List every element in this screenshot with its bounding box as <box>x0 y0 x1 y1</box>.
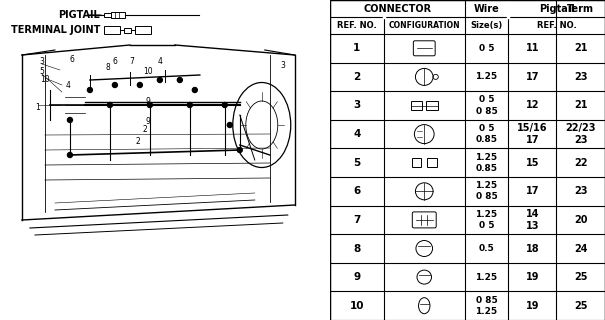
Text: 4: 4 <box>157 58 162 67</box>
Text: 2: 2 <box>136 138 140 147</box>
Text: 3: 3 <box>353 100 361 110</box>
Text: 14
13: 14 13 <box>526 209 539 231</box>
Text: 20: 20 <box>574 215 587 225</box>
Text: Wire: Wire <box>474 4 500 13</box>
Ellipse shape <box>157 77 162 83</box>
Text: 18: 18 <box>526 244 539 253</box>
Ellipse shape <box>88 87 93 92</box>
Text: 9: 9 <box>145 117 150 126</box>
Text: 8: 8 <box>353 244 361 253</box>
Text: 4: 4 <box>353 129 361 139</box>
Text: 17: 17 <box>526 72 539 82</box>
Bar <box>104 13 111 17</box>
Bar <box>427 158 437 167</box>
Ellipse shape <box>227 123 232 127</box>
Ellipse shape <box>137 83 142 87</box>
Text: 4: 4 <box>65 81 70 90</box>
Text: 0 5
0.85: 0 5 0.85 <box>476 124 497 144</box>
Bar <box>411 101 422 110</box>
Text: 25: 25 <box>574 272 587 282</box>
Text: 1: 1 <box>36 103 41 113</box>
Ellipse shape <box>177 77 182 83</box>
Text: 5: 5 <box>353 158 361 168</box>
Text: 0.5: 0.5 <box>479 244 494 253</box>
Text: 3: 3 <box>39 58 44 67</box>
Text: Pigtail: Pigtail <box>539 4 575 13</box>
Text: 1.25
0 5: 1.25 0 5 <box>476 210 498 230</box>
Bar <box>104 26 120 34</box>
Ellipse shape <box>192 87 197 92</box>
Text: CONFIGURATION: CONFIGURATION <box>388 21 460 30</box>
Text: CONNECTOR: CONNECTOR <box>363 4 431 13</box>
Text: TERMINAL JOINT: TERMINAL JOINT <box>10 25 100 35</box>
Text: 8: 8 <box>105 63 110 73</box>
Text: 24: 24 <box>574 244 587 253</box>
Text: 10: 10 <box>350 301 364 311</box>
Text: 17: 17 <box>526 186 539 196</box>
Text: Term: Term <box>567 4 594 13</box>
Text: 0 5: 0 5 <box>479 44 494 53</box>
Text: 1.25
0 85: 1.25 0 85 <box>476 181 498 201</box>
Text: 11: 11 <box>526 43 539 53</box>
Text: 2: 2 <box>353 72 361 82</box>
Text: 25: 25 <box>574 301 587 311</box>
Bar <box>427 101 438 110</box>
Text: 3: 3 <box>280 60 285 69</box>
Text: 10: 10 <box>143 68 152 76</box>
Text: 6: 6 <box>353 186 361 196</box>
Bar <box>135 26 151 34</box>
Bar <box>111 12 125 18</box>
Text: 21: 21 <box>574 100 587 110</box>
Text: 23: 23 <box>574 186 587 196</box>
Text: 21: 21 <box>574 43 587 53</box>
Text: 12: 12 <box>526 100 539 110</box>
Text: 19: 19 <box>526 301 539 311</box>
Text: 1.25: 1.25 <box>476 72 498 81</box>
Text: 0 5
0 85: 0 5 0 85 <box>476 95 497 116</box>
Text: 6: 6 <box>70 55 74 65</box>
Text: 22/23
23: 22/23 23 <box>565 123 596 145</box>
Text: 0 85
1.25: 0 85 1.25 <box>476 296 498 316</box>
Ellipse shape <box>67 153 73 157</box>
Ellipse shape <box>108 102 113 108</box>
Text: 1.25: 1.25 <box>476 273 498 282</box>
Text: 22: 22 <box>574 158 587 168</box>
Text: 1.25
0.85: 1.25 0.85 <box>476 153 498 173</box>
Text: 7: 7 <box>353 215 361 225</box>
Bar <box>124 28 131 33</box>
Ellipse shape <box>237 148 242 153</box>
Text: PIGTAIL: PIGTAIL <box>58 10 100 20</box>
Ellipse shape <box>148 102 152 108</box>
Text: 9: 9 <box>353 272 361 282</box>
Bar <box>412 158 421 167</box>
Text: 10: 10 <box>40 76 50 84</box>
Ellipse shape <box>67 117 73 123</box>
Text: REF. NO.: REF. NO. <box>537 21 577 30</box>
Text: REF. NO.: REF. NO. <box>337 21 376 30</box>
Text: 23: 23 <box>574 72 587 82</box>
Text: 15/16
17: 15/16 17 <box>517 123 548 145</box>
Text: 1: 1 <box>353 43 361 53</box>
Text: 2: 2 <box>143 125 147 134</box>
Text: 7: 7 <box>129 58 134 67</box>
Ellipse shape <box>222 102 227 108</box>
Ellipse shape <box>188 102 192 108</box>
Text: 6: 6 <box>113 58 117 67</box>
Text: 15: 15 <box>526 158 539 168</box>
Text: 5: 5 <box>39 68 44 76</box>
Ellipse shape <box>113 83 117 87</box>
Text: Size(s): Size(s) <box>471 21 503 30</box>
Text: 19: 19 <box>526 272 539 282</box>
Text: 9: 9 <box>145 98 150 107</box>
